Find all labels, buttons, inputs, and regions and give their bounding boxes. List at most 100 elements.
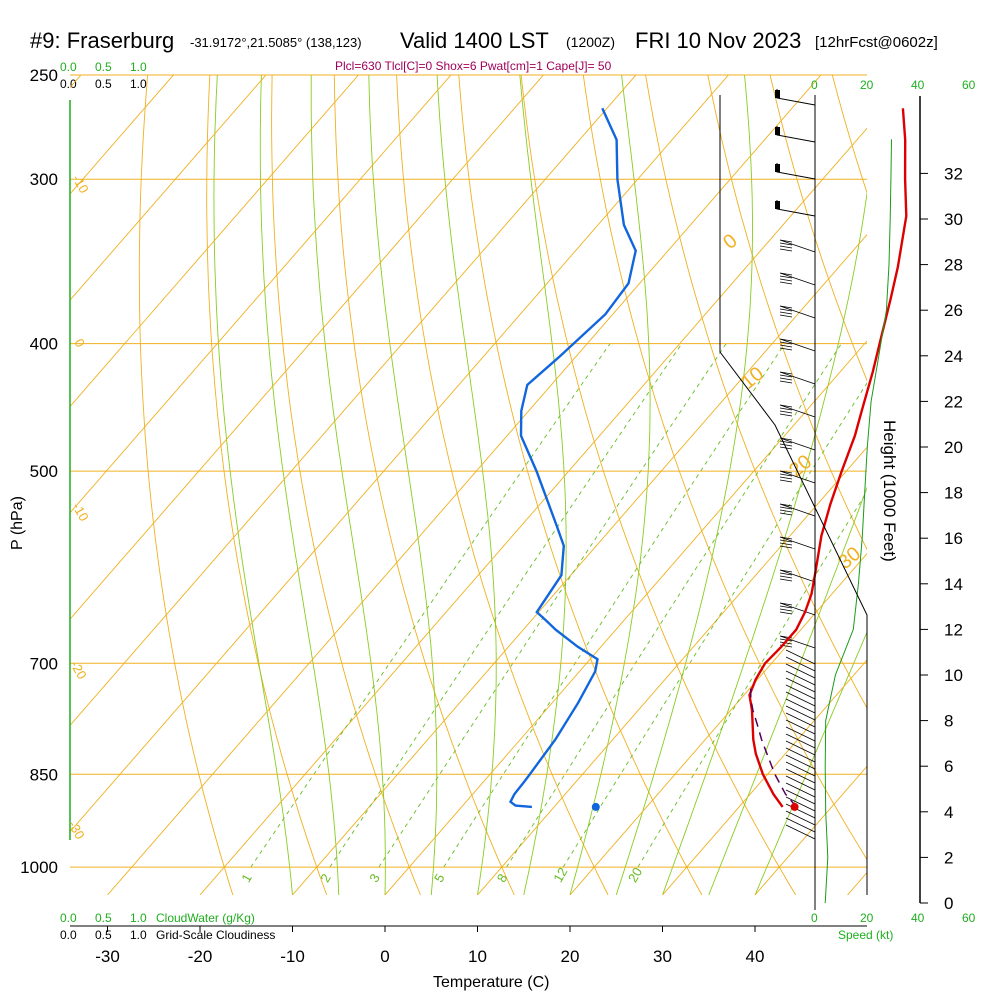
cloudwater-tick: 0.5 [95, 911, 112, 925]
wind-barb [779, 404, 816, 418]
isotherm-line [70, 75, 267, 301]
dry-adiabat-label: -30 [65, 818, 87, 842]
speed-axis-label: Speed (kt) [838, 928, 893, 942]
height-axis-title: Height (1000 Feet) [880, 420, 899, 562]
mixing-ratio-label: 1 [238, 871, 255, 885]
dry-adiabat-label: -20 [67, 658, 89, 682]
mixing-ratio-line [637, 490, 867, 868]
speed-tick-top: 60 [962, 78, 976, 92]
wind-barb [785, 733, 816, 749]
height-tick-label: 30 [944, 210, 963, 229]
isobars [70, 74, 867, 868]
pressure-tick-label: 700 [30, 654, 58, 673]
isotherms [0, 52, 867, 895]
isotherm-line [70, 75, 637, 727]
temperature-tick-label: 40 [746, 947, 765, 966]
dry-adiabat-line [458, 75, 703, 895]
cloudiness-tick: 1.0 [130, 77, 147, 91]
dry-adiabat-line [206, 75, 328, 895]
mixing-ratio-label: 3 [366, 871, 383, 885]
x-axis-title: Temperature (C) [433, 974, 549, 991]
wind-barb-flag [775, 127, 780, 135]
mixing-ratio-label: 5 [431, 871, 448, 885]
cloudwater-scale-top: 0.0 0.5 1.0 0.0 0.5 1.0 [60, 60, 147, 91]
wind-barb [785, 740, 816, 756]
mixing-ratio-line [562, 382, 867, 868]
wind-barb [785, 747, 816, 763]
height-tick-label: 0 [944, 894, 953, 913]
dry-adiabat-line [271, 75, 421, 895]
moist-adiabat-line [708, 486, 867, 895]
moist-adiabats [213, 75, 867, 895]
mixing-ratio-line [329, 343, 683, 868]
wind-speed-profile [824, 139, 892, 904]
pressure-tick-label: 500 [30, 462, 58, 481]
wind-barb [779, 602, 816, 616]
forecast-date: FRI 10 Nov 2023 [635, 28, 801, 53]
wind-barb [785, 677, 816, 693]
mixing-ratio-label: 12 [550, 865, 570, 885]
isotherm-line [70, 75, 360, 408]
dewpoint-profile [508, 107, 637, 809]
speed-tick-bottom: 20 [860, 911, 874, 925]
dry-adiabat-line [520, 75, 797, 895]
cloudiness-tick: 0.5 [95, 928, 112, 942]
mixing-ratio-line [378, 343, 727, 868]
speed-scale: 0 20 40 60 0 20 40 60 Speed (kt) [811, 78, 976, 942]
wind-barb [785, 782, 816, 798]
cloudwater-scale-bottom: 0.0 0.5 1.0 CloudWater (g/Kg) 0.0 0.5 1.… [60, 911, 275, 942]
wind-barb [785, 698, 816, 714]
dry-adiabat-line [707, 75, 867, 551]
cloudwater-tick: 0.0 [60, 60, 77, 74]
isotherm-line [70, 75, 545, 620]
wind-barb [785, 670, 816, 686]
wind-barb [785, 726, 816, 742]
wind-barb [776, 89, 816, 106]
moist-adiabat-line [310, 75, 386, 895]
mixing-ratio-label: 20 [625, 865, 645, 885]
height-tick-label: 12 [944, 620, 963, 639]
moist-adiabat-line [368, 75, 438, 895]
parcel-profile [749, 687, 798, 808]
height-tick-label: 18 [944, 484, 963, 503]
dry-adiabats [138, 75, 867, 895]
speed-tick-top: 40 [911, 78, 925, 92]
cloudiness-tick: 0.0 [60, 77, 77, 91]
temperature-tick-label: -10 [280, 947, 305, 966]
wind-barb-flag [775, 90, 780, 98]
wind-barb [779, 437, 816, 451]
cloudwater-tick: 1.0 [130, 911, 147, 925]
wind-barb [779, 503, 816, 517]
temperature-tick-label: 0 [380, 947, 389, 966]
cloudwater-tick: 0.0 [60, 911, 77, 925]
moist-adiabat-line [213, 75, 293, 895]
moist-adiabat-line [569, 75, 651, 895]
wind-barb [785, 691, 816, 707]
wind-barb [785, 796, 816, 812]
wind-barb [785, 754, 816, 770]
dry-adiabat-line [831, 75, 867, 195]
dry-adiabat-line [769, 75, 867, 382]
isotherm-line [0, 52, 9, 895]
wind-barb [785, 789, 816, 805]
cloudwater-tick: 1.0 [130, 60, 147, 74]
isotherm-line [292, 233, 867, 895]
wind-barb [785, 719, 816, 735]
temperature-tick-label: 20 [561, 947, 580, 966]
wind-barb [785, 656, 816, 672]
speed-tick-bottom: 60 [962, 911, 976, 925]
wind-barb [785, 663, 816, 679]
height-tick-label: 22 [944, 392, 963, 411]
temperature-tick-label: -20 [188, 947, 213, 966]
wind-barb [785, 712, 816, 728]
temperature-tick-label: -30 [95, 947, 120, 966]
isotherm-line [107, 75, 822, 895]
isotherm-line [70, 75, 730, 833]
wind-barb [779, 470, 816, 484]
isotherm-line [70, 75, 452, 514]
wind-barb [785, 761, 816, 777]
wind-barb [785, 684, 816, 700]
speed-tick-top: 0 [811, 78, 818, 92]
dry-adiabat-line [333, 75, 515, 895]
